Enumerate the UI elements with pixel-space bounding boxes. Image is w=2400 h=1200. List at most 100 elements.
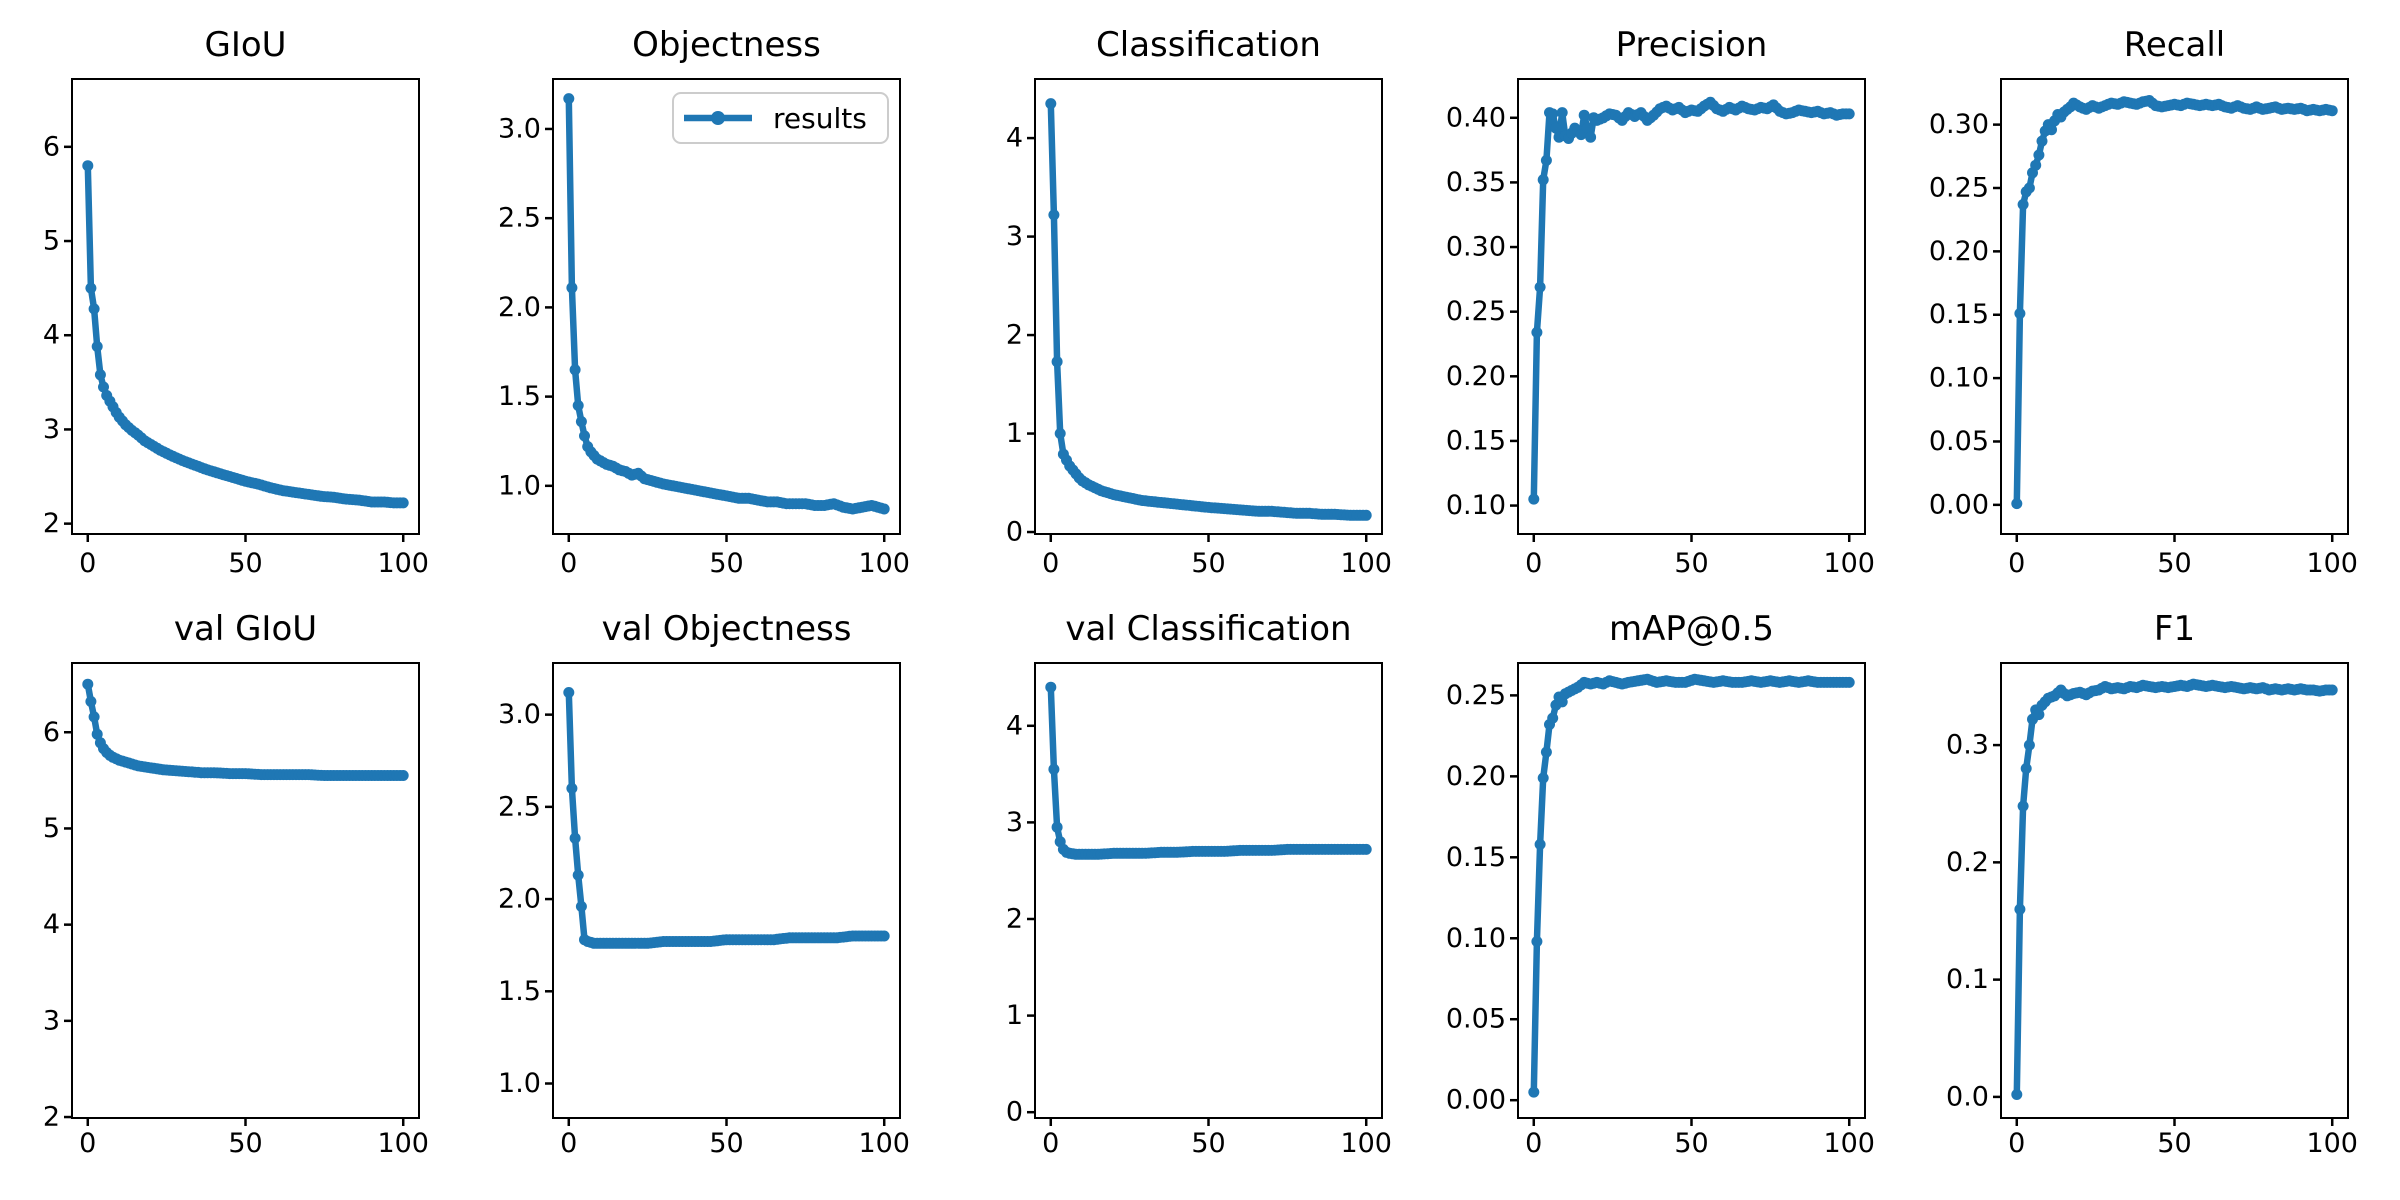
chart-classification: 0 50 100 0 1 2 3 4 Classification xyxy=(1006,25,1392,579)
plot-area xyxy=(552,662,901,1119)
y-tick-label: 6 xyxy=(43,717,60,748)
chart-title: Classification xyxy=(1096,25,1321,65)
chart-title: F1 xyxy=(2154,609,2195,649)
x-tick-label: 0 xyxy=(560,1128,577,1159)
y-tick-label: 0 xyxy=(1006,517,1023,548)
x-tick-label: 50 xyxy=(2157,1128,2191,1159)
plot-area xyxy=(71,662,420,1119)
chart-objectness: 0 50 100 1.0 1.5 2.0 2.5 3.0 Objectness results xyxy=(498,25,910,579)
x-tick-label: 0 xyxy=(2008,1128,2025,1159)
legend-marker xyxy=(711,111,725,125)
y-tick-label: 1 xyxy=(1006,1000,1023,1031)
plot-area xyxy=(1517,662,1866,1119)
x-tick-label: 50 xyxy=(709,548,743,579)
plot-area xyxy=(1517,78,1866,535)
results-markers xyxy=(1528,673,1855,1098)
y-tick-label: 2.0 xyxy=(498,884,541,915)
x-tick-label: 50 xyxy=(1191,1128,1225,1159)
chart-title: GIoU xyxy=(204,25,286,65)
plot-area xyxy=(2000,78,2349,535)
x-tick-label: 100 xyxy=(1340,1128,1392,1159)
chart-f1: 0 50 100 0.0 0.1 0.2 0.3 F1 xyxy=(1946,609,2358,1159)
x-tick-label: 100 xyxy=(377,548,429,579)
y-tick-label: 1 xyxy=(1006,418,1023,449)
y-tick-label: 2 xyxy=(43,508,60,539)
y-tick-label: 0.00 xyxy=(1446,1085,1506,1116)
x-tick-label: 50 xyxy=(228,1128,262,1159)
x-tick-label: 100 xyxy=(1823,1128,1875,1159)
y-tick-label: 0.20 xyxy=(1929,236,1989,267)
x-tick-label: 50 xyxy=(1674,548,1708,579)
y-tick-label: 0.2 xyxy=(1946,847,1989,878)
y-tick-label: 0.20 xyxy=(1446,761,1506,792)
chart-val-giou: 0 50 100 2 3 4 5 6 val GIoU xyxy=(43,609,429,1159)
x-tick-label: 100 xyxy=(1823,548,1875,579)
y-tick-label: 0.15 xyxy=(1929,299,1989,330)
y-tick-label: 0.15 xyxy=(1446,842,1506,873)
legend-box xyxy=(672,92,889,144)
y-tick-label: 0.1 xyxy=(1946,964,1989,995)
x-tick-label: 0 xyxy=(1525,1128,1542,1159)
y-tick-label: 1.0 xyxy=(498,470,541,501)
results-markers xyxy=(1045,681,1372,860)
x-tick-label: 0 xyxy=(1042,548,1059,579)
x-tick-label: 100 xyxy=(377,1128,429,1159)
x-tick-label: 50 xyxy=(709,1128,743,1159)
y-tick-label: 3.0 xyxy=(498,113,541,144)
y-tick-label: 3 xyxy=(43,414,60,445)
y-tick-label: 2 xyxy=(1006,903,1023,934)
y-tick-label: 0.05 xyxy=(1446,1004,1506,1035)
y-tick-label: 3 xyxy=(1006,221,1023,252)
y-tick-label: 4 xyxy=(1006,710,1023,741)
results-markers xyxy=(563,93,890,515)
y-tick-label: 0.35 xyxy=(1446,167,1506,198)
y-tick-label: 0.10 xyxy=(1929,363,1989,394)
x-tick-label: 0 xyxy=(79,548,96,579)
x-tick-label: 50 xyxy=(2157,548,2191,579)
chart-title: Objectness xyxy=(632,25,821,65)
y-tick-label: 4 xyxy=(1006,123,1023,154)
results-markers xyxy=(1045,98,1372,521)
plot-area xyxy=(1034,662,1383,1119)
y-tick-label: 2 xyxy=(43,1102,60,1133)
y-tick-label: 4 xyxy=(43,909,60,940)
chart-val-classification: 0 50 100 0 1 2 3 4 val Classification xyxy=(1006,609,1392,1159)
x-tick-label: 100 xyxy=(2306,1128,2358,1159)
x-tick-label: 50 xyxy=(1191,548,1225,579)
x-tick-label: 100 xyxy=(2306,548,2358,579)
y-tick-label: 0.25 xyxy=(1446,680,1506,711)
y-tick-label: 6 xyxy=(43,131,60,162)
legend: results xyxy=(672,92,889,144)
x-tick-label: 0 xyxy=(560,548,577,579)
y-tick-label: 2.5 xyxy=(498,203,541,234)
x-tick-label: 50 xyxy=(228,548,262,579)
y-tick-label: 2.5 xyxy=(498,791,541,822)
results-markers xyxy=(1528,96,1855,505)
chart-giou: 0 50 100 2 3 4 5 6 GIoU xyxy=(43,25,429,579)
plot-area xyxy=(2000,662,2349,1119)
results-markers xyxy=(82,678,409,781)
chart-val-objectness: 0 50 100 1.0 1.5 2.0 2.5 3.0 val Objectness xyxy=(498,609,910,1159)
y-tick-label: 4 xyxy=(43,320,60,351)
results-markers xyxy=(82,160,409,509)
y-tick-label: 0.30 xyxy=(1446,232,1506,263)
plot-area xyxy=(1034,78,1383,535)
y-tick-label: 2.0 xyxy=(498,292,541,323)
y-tick-label: 1.0 xyxy=(498,1068,541,1099)
y-tick-label: 0.00 xyxy=(1929,489,1989,520)
y-tick-label: 0.10 xyxy=(1446,923,1506,954)
chart-title: mAP@0.5 xyxy=(1609,609,1774,649)
y-tick-label: 0.10 xyxy=(1446,490,1506,521)
x-tick-label: 100 xyxy=(1340,548,1392,579)
chart-title: val Classification xyxy=(1065,609,1351,649)
y-tick-label: 0 xyxy=(1006,1097,1023,1128)
y-tick-label: 0.15 xyxy=(1446,425,1506,456)
y-tick-label: 0.25 xyxy=(1446,296,1506,327)
chart-precision: 0 50 100 0.10 0.15 0.20 0.25 0.30 0.35 0.40 Precis… xyxy=(1446,25,1875,579)
y-tick-label: 5 xyxy=(43,226,60,257)
chart-title: Recall xyxy=(2124,25,2225,65)
legend-label: results xyxy=(773,102,867,135)
chart-title: val GIoU xyxy=(174,609,317,649)
y-tick-label: 3.0 xyxy=(498,699,541,730)
